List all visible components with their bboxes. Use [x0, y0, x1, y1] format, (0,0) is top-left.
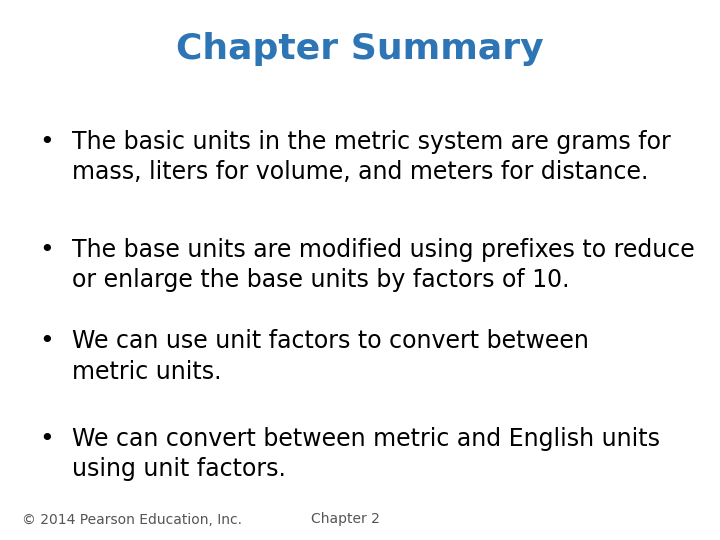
Text: Chapter Summary: Chapter Summary [176, 32, 544, 66]
Text: The base units are modified using prefixes to reduce
or enlarge the base units b: The base units are modified using prefix… [72, 238, 695, 292]
Text: The basic units in the metric system are grams for
mass, liters for volume, and : The basic units in the metric system are… [72, 130, 671, 184]
Text: © 2014 Pearson Education, Inc.: © 2014 Pearson Education, Inc. [22, 512, 242, 526]
Text: We can use unit factors to convert between
metric units.: We can use unit factors to convert betwe… [72, 329, 589, 384]
Text: •: • [40, 329, 54, 353]
Text: We can convert between metric and English units
using unit factors.: We can convert between metric and Englis… [72, 427, 660, 481]
Text: •: • [40, 238, 54, 261]
Text: •: • [40, 130, 54, 153]
Text: •: • [40, 427, 54, 450]
Text: Chapter 2: Chapter 2 [311, 512, 380, 526]
